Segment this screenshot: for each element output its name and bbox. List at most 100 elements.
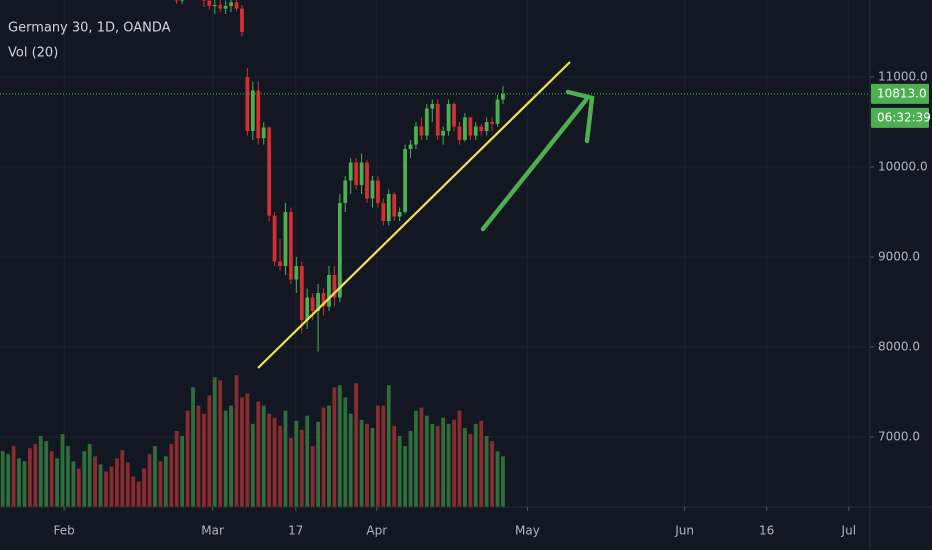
volume-bar: [419, 407, 424, 507]
y-tick-label: 11000.0: [878, 70, 928, 84]
candle-body: [359, 162, 364, 186]
x-tick-label: 16: [759, 524, 774, 538]
volume-bar: [234, 375, 239, 507]
volume-bar: [202, 413, 206, 507]
volume-bar: [49, 451, 54, 507]
volume-bar: [76, 468, 81, 507]
volume-bar: [153, 446, 157, 507]
volume-bar: [457, 410, 462, 507]
candle-body: [305, 297, 310, 321]
volume-bar: [430, 423, 435, 507]
volume-bar: [289, 438, 293, 507]
candle-body: [397, 212, 402, 217]
volume-bar: [245, 393, 250, 507]
x-tick-label: Feb: [54, 524, 75, 538]
volume-bar: [120, 450, 125, 507]
volume-bar: [267, 413, 272, 507]
volume-bar: [142, 468, 146, 507]
volume-bar: [354, 383, 359, 507]
candle-body: [343, 180, 348, 204]
volume-bar: [501, 456, 505, 507]
y-tick-label: 8000.0: [878, 339, 920, 353]
candle-body: [441, 131, 446, 136]
candle-body: [419, 126, 424, 136]
candle-body: [272, 215, 277, 262]
countdown-box: [871, 107, 929, 128]
candle-body: [310, 297, 315, 312]
volume-layer: [0, 375, 505, 507]
volume-bar: [98, 464, 103, 507]
volume-bar: [424, 415, 429, 507]
volume-bar: [180, 436, 185, 507]
volume-bar: [261, 405, 266, 507]
volume-bar: [163, 456, 168, 507]
candle-body: [403, 149, 407, 213]
x-tick-label: May: [515, 524, 540, 538]
volume-bar: [278, 425, 282, 507]
candle-body: [321, 293, 326, 307]
candle-body: [370, 180, 375, 199]
candle-body: [354, 162, 359, 186]
volume-bar: [0, 451, 5, 507]
candle-body: [207, 0, 212, 6]
trend-line: [257, 61, 571, 369]
volume-bar: [414, 410, 418, 507]
candle-body: [457, 126, 462, 141]
volume-bar: [218, 380, 223, 507]
volume-bar: [169, 444, 174, 507]
candle-body: [495, 99, 500, 124]
volume-bar: [343, 397, 348, 507]
last-price-box: [871, 83, 929, 104]
volume-bar: [392, 425, 397, 507]
candle-body: [484, 122, 489, 132]
x-tick-label: Jul: [841, 524, 856, 538]
x-tick-label: Jun: [674, 524, 694, 538]
volume-bar: [272, 417, 277, 507]
volume-bar: [17, 458, 21, 507]
y-tick-label: 7000.0: [878, 429, 920, 443]
candle-body: [245, 77, 250, 132]
candle-body: [180, 0, 185, 1]
candle-body: [452, 104, 456, 127]
candle-body: [283, 212, 288, 267]
volume-bar: [174, 430, 179, 507]
volume-bar: [28, 448, 32, 507]
candle-body: [267, 127, 272, 216]
candle-body: [435, 104, 440, 136]
volume-bar: [191, 387, 195, 507]
volume-bar: [310, 446, 315, 507]
volume-bar: [490, 441, 494, 507]
volume-bar: [82, 451, 87, 507]
candle-body: [278, 261, 282, 267]
candle-body: [327, 275, 331, 307]
volume-bar: [294, 420, 299, 507]
volume-bar: [408, 430, 413, 507]
candle-body: [446, 104, 451, 132]
candle-body: [468, 117, 473, 136]
volume-bar: [446, 423, 451, 507]
candle-body: [218, 5, 223, 9]
volume-bar: [6, 454, 11, 507]
candle-body: [501, 93, 505, 100]
volume-bar: [283, 410, 288, 507]
candle-body: [202, 0, 206, 1]
candle-body: [250, 90, 255, 132]
volume-bar: [147, 454, 152, 507]
volume-bar: [66, 446, 70, 507]
volume-bar: [104, 471, 108, 507]
volume-bar: [348, 413, 353, 507]
volume-bar: [55, 458, 59, 507]
candle-body: [479, 126, 484, 132]
x-tick-label: 17: [288, 524, 303, 538]
candle-body: [408, 144, 413, 150]
candle-body: [316, 293, 320, 312]
candle-body: [294, 266, 299, 280]
volume-bar: [22, 461, 27, 507]
volume-bar: [115, 458, 119, 507]
volume-bar: [299, 429, 304, 507]
candle-body: [337, 203, 342, 298]
y-tick-label: 10000.0: [878, 160, 928, 174]
volume-bar: [305, 415, 310, 507]
candle-body: [392, 194, 397, 217]
